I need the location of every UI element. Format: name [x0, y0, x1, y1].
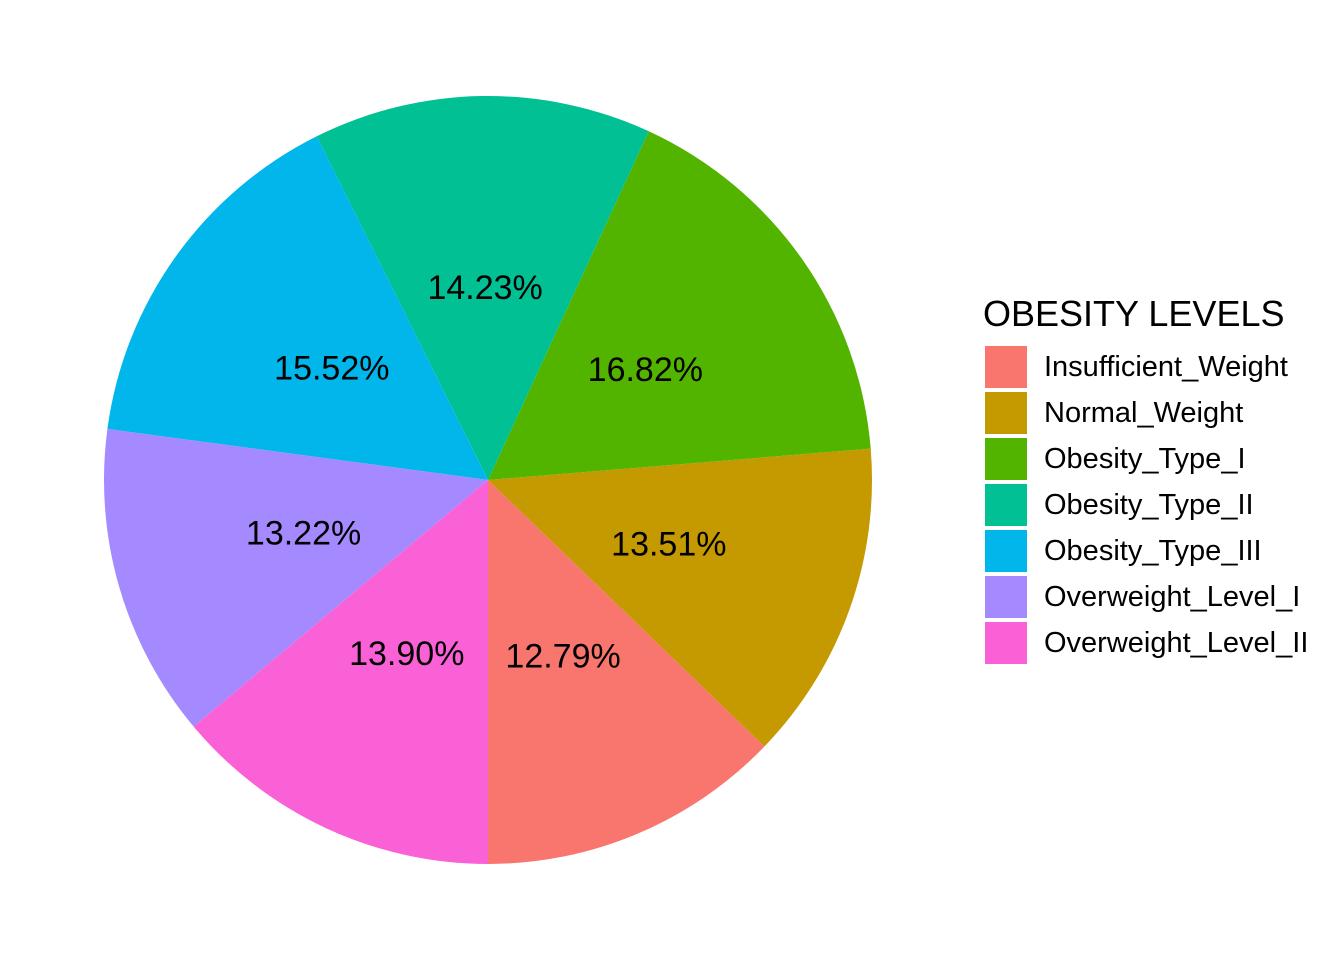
slice-label-overweight-level-ii: 13.90%	[349, 635, 464, 673]
legend-label-overweight-level-i: Overweight_Level_I	[1044, 581, 1300, 613]
legend-label-obesity-type-iii: Obesity_Type_III	[1044, 535, 1262, 567]
legend-label-normal-weight: Normal_Weight	[1044, 397, 1243, 429]
pie-slice-insufficient-weight	[488, 480, 765, 864]
legend: OBESITY LEVELS Insufficient_Weight Normal…	[983, 293, 1308, 664]
slice-label-obesity-type-ii: 14.23%	[427, 269, 542, 307]
legend-label-obesity-type-i: Obesity_Type_I	[1044, 443, 1246, 475]
legend-label-obesity-type-ii: Obesity_Type_II	[1044, 489, 1254, 521]
pie-slice-obesity-type-ii	[316, 96, 649, 480]
legend-items: Insufficient_Weight Normal_Weight Obesity_…	[985, 346, 1308, 664]
slice-label-insufficient-weight: 12.79%	[505, 638, 620, 676]
legend-swatch-obesity-type-ii	[985, 484, 1027, 526]
pie-slice-overweight-level-i	[104, 428, 489, 727]
pie-slice-overweight-level-ii	[193, 480, 488, 864]
legend-swatch-obesity-type-iii	[985, 530, 1027, 572]
legend-title: OBESITY LEVELS	[983, 293, 1284, 334]
slice-label-obesity-type-i: 16.82%	[588, 351, 703, 389]
pie-slices	[104, 96, 873, 864]
slice-label-normal-weight: 13.51%	[611, 526, 726, 564]
legend-swatch-normal-weight	[985, 392, 1027, 434]
pie-slice-labels: 12.79% 13.51% 16.82% 14.23% 15.52% 13.22% 13.9…	[246, 269, 727, 676]
pie-slice-normal-weight	[488, 448, 873, 747]
slice-label-overweight-level-i: 13.22%	[246, 514, 361, 552]
legend-label-insufficient-weight: Insufficient_Weight	[1044, 351, 1288, 383]
pie-slice-obesity-type-iii	[107, 136, 489, 480]
legend-label-overweight-level-ii: Overweight_Level_II	[1044, 627, 1308, 659]
legend-swatch-overweight-level-i	[985, 576, 1027, 618]
legend-swatch-obesity-type-i	[985, 438, 1027, 480]
legend-swatch-insufficient-weight	[985, 346, 1027, 388]
pie-slice-obesity-type-i	[488, 131, 871, 480]
legend-swatch-overweight-level-ii	[985, 622, 1027, 664]
slice-label-obesity-type-iii: 15.52%	[274, 349, 389, 387]
